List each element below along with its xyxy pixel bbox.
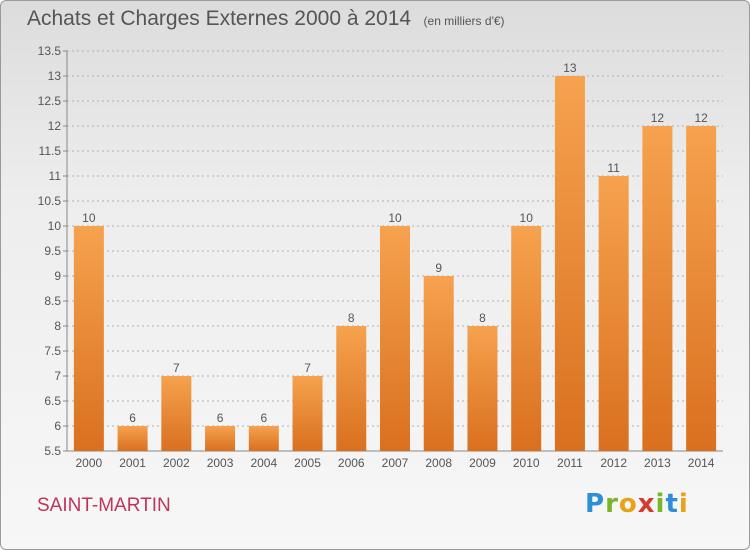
data-label: 8 <box>479 311 486 325</box>
logo-letter: o <box>618 489 638 519</box>
y-tick-label: 7.5 <box>44 344 61 358</box>
x-tick-label: 2001 <box>119 456 146 470</box>
y-tick-label: 13 <box>48 69 62 83</box>
data-label: 7 <box>173 361 180 375</box>
y-tick-label: 8 <box>54 319 61 333</box>
y-tick-label: 8.5 <box>44 294 61 308</box>
y-tick-label: 9.5 <box>44 244 61 258</box>
data-label: 8 <box>348 311 355 325</box>
chart-title: Achats et Charges Externes 2000 à 2014 (… <box>27 7 505 31</box>
x-tick-label: 2003 <box>207 456 234 470</box>
x-tick-label: 2014 <box>688 456 715 470</box>
bar <box>380 226 410 451</box>
data-label: 10 <box>388 211 402 225</box>
chart-title-text: Achats et Charges Externes 2000 à 2014 <box>27 7 412 30</box>
y-tick-label: 6.5 <box>44 394 61 408</box>
y-tick-label: 10 <box>48 219 62 233</box>
data-label: 11 <box>607 161 620 175</box>
x-tick-label: 2008 <box>425 456 452 470</box>
proxiti-logo[interactable]: Proxiti <box>585 489 689 519</box>
bar <box>467 326 498 451</box>
data-label: 6 <box>260 411 267 425</box>
y-tick-label: 13.5 <box>38 44 62 58</box>
x-tick-label: 2007 <box>382 456 409 470</box>
x-tick-label: 2009 <box>469 456 496 470</box>
logo-letter: P <box>585 489 606 519</box>
bar <box>73 226 104 451</box>
bar <box>248 426 279 451</box>
x-tick-label: 2002 <box>163 456 190 470</box>
bar <box>292 376 323 451</box>
bar <box>686 126 717 451</box>
logo-letter: i <box>678 489 689 519</box>
y-tick-label: 9 <box>54 269 61 283</box>
x-tick-label: 2000 <box>76 456 103 470</box>
bar <box>336 326 367 451</box>
y-tick-label: 11.5 <box>39 144 62 158</box>
place-name: SAINT-MARTIN <box>37 495 171 516</box>
chart-unit: (en milliers d'€) <box>423 14 505 28</box>
y-tick-label: 5.5 <box>44 444 61 458</box>
y-tick-label: 6 <box>54 419 61 433</box>
bar <box>423 276 454 451</box>
data-label: 7 <box>304 361 311 375</box>
data-label: 13 <box>563 61 577 75</box>
bar <box>117 426 148 451</box>
x-tick-label: 2010 <box>513 456 540 470</box>
y-tick-label: 10.5 <box>38 194 62 208</box>
y-tick-label: 7 <box>54 369 61 383</box>
data-label: 6 <box>129 411 136 425</box>
logo-letter: i <box>655 489 666 519</box>
y-tick-label: 11 <box>49 169 62 183</box>
bar <box>642 126 673 451</box>
x-tick-label: 2004 <box>250 456 277 470</box>
data-label: 6 <box>217 411 224 425</box>
data-label: 9 <box>435 261 442 275</box>
x-tick-label: 2006 <box>338 456 365 470</box>
data-label: 10 <box>520 211 534 225</box>
logo-letter: r <box>605 489 619 519</box>
data-label: 12 <box>694 111 708 125</box>
x-tick-label: 2013 <box>644 456 671 470</box>
y-tick-label: 12.5 <box>38 94 62 108</box>
x-tick-label: 2005 <box>294 456 321 470</box>
logo-letter: t <box>665 489 679 519</box>
x-tick-label: 2011 <box>557 456 583 470</box>
data-label: 12 <box>651 111 665 125</box>
bar <box>161 376 192 451</box>
logo-letter: x <box>637 489 656 519</box>
bar <box>511 226 542 451</box>
bar <box>205 426 236 451</box>
data-label: 10 <box>82 211 96 225</box>
bar <box>598 176 629 451</box>
x-tick-label: 2012 <box>600 456 627 470</box>
bar <box>554 76 585 451</box>
y-tick-label: 12 <box>48 119 62 133</box>
